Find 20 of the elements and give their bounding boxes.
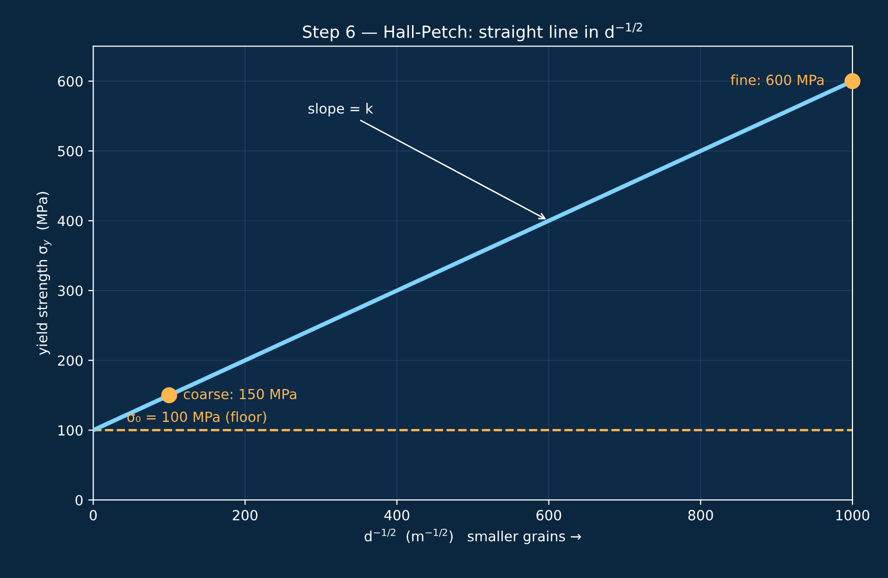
x-tick-label: 400 (384, 510, 410, 520)
y-tick-label: 300 (58, 286, 83, 296)
y-tick-label: 600 (58, 76, 83, 87)
annotation: coarse: 150 MPa (184, 388, 296, 400)
x-tick-label: 800 (688, 510, 713, 520)
x-tick-label: 0 (90, 510, 97, 520)
y-tick-label: 0 (76, 494, 83, 506)
chart-title: Step 6 — Hall-Petch: straight line in d$^{−1/2}$ (303, 22, 642, 42)
annotation: slope = k (308, 102, 374, 116)
x-tick-label: 600 (536, 510, 562, 520)
y-axis-title: yield strength σ$_{y}$ (MPa) (36, 192, 52, 355)
ref-line-label: σ₀ = 100 MPa (floor) (127, 411, 266, 424)
y-tick-label: 200 (58, 355, 83, 366)
x-axis-title: d$^{−1/2}$ (m$^{−1/2}$) smaller grains → (364, 528, 582, 544)
y-tick-label: 100 (58, 425, 83, 436)
y-tick-label: 400 (58, 216, 83, 226)
y-tick-label: 500 (58, 146, 83, 156)
x-tick-label: 200 (232, 510, 258, 520)
annotation: fine: 600 MPa (730, 74, 824, 86)
x-tick-label: 1000 (836, 510, 870, 520)
